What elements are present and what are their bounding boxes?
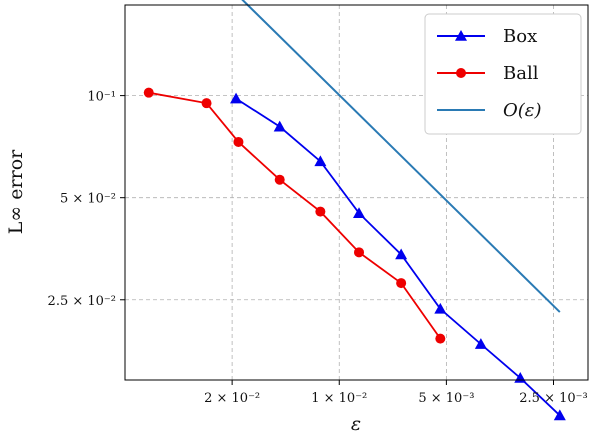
data-point-ball [274,174,285,185]
series-line-reference [241,0,561,313]
data-point-ball [396,278,407,289]
y-tick-label: 10⁻¹ [87,90,116,105]
data-point-ball [435,333,446,344]
x-axis-label: ε [351,413,361,435]
data-point-ball [354,247,365,258]
legend-label-ball: Ball [503,63,539,84]
data-point-box [273,120,286,132]
series-line-ball [148,91,442,340]
legend-marker-ball [456,68,466,78]
x-tick-label: 2 × 10⁻² [204,391,260,406]
data-point-box [395,248,408,260]
legend-label-box: Box [503,26,537,47]
data-point-box [553,409,566,421]
data-point-ball [143,87,154,98]
y-axis-label: L∞ error [5,149,27,234]
plot-frame [124,4,589,381]
x-tick-label: 2.5 × 10⁻³ [519,391,587,406]
series-box [230,92,566,421]
legend-box [424,13,582,135]
legend-label-reference: O(ε) [503,100,541,121]
legend: Box Ball O(ε) [424,13,582,135]
data-point-box [434,302,447,314]
data-point-ball [315,206,326,217]
series-reference [241,0,561,313]
data-point-box [474,338,487,349]
legend-marker-box [455,30,467,41]
series-layer [143,0,566,421]
ticks: 2 × 10⁻² 1 × 10⁻² 5 × 10⁻³ 2.5 × 10⁻³ 10⁻¹ 5 … [48,90,588,406]
x-tick-label: 5 × 10⁻³ [418,391,474,406]
data-point-box [353,207,366,219]
x-tick-label: 1 × 10⁻² [311,391,367,406]
data-point-ball [233,136,244,147]
data-point-ball [201,98,212,109]
data-point-box [314,155,327,167]
series-ball [143,87,446,344]
y-tick-label: 5 × 10⁻² [60,192,116,207]
data-point-box [230,92,243,104]
y-tick-label: 2.5 × 10⁻² [48,294,116,309]
